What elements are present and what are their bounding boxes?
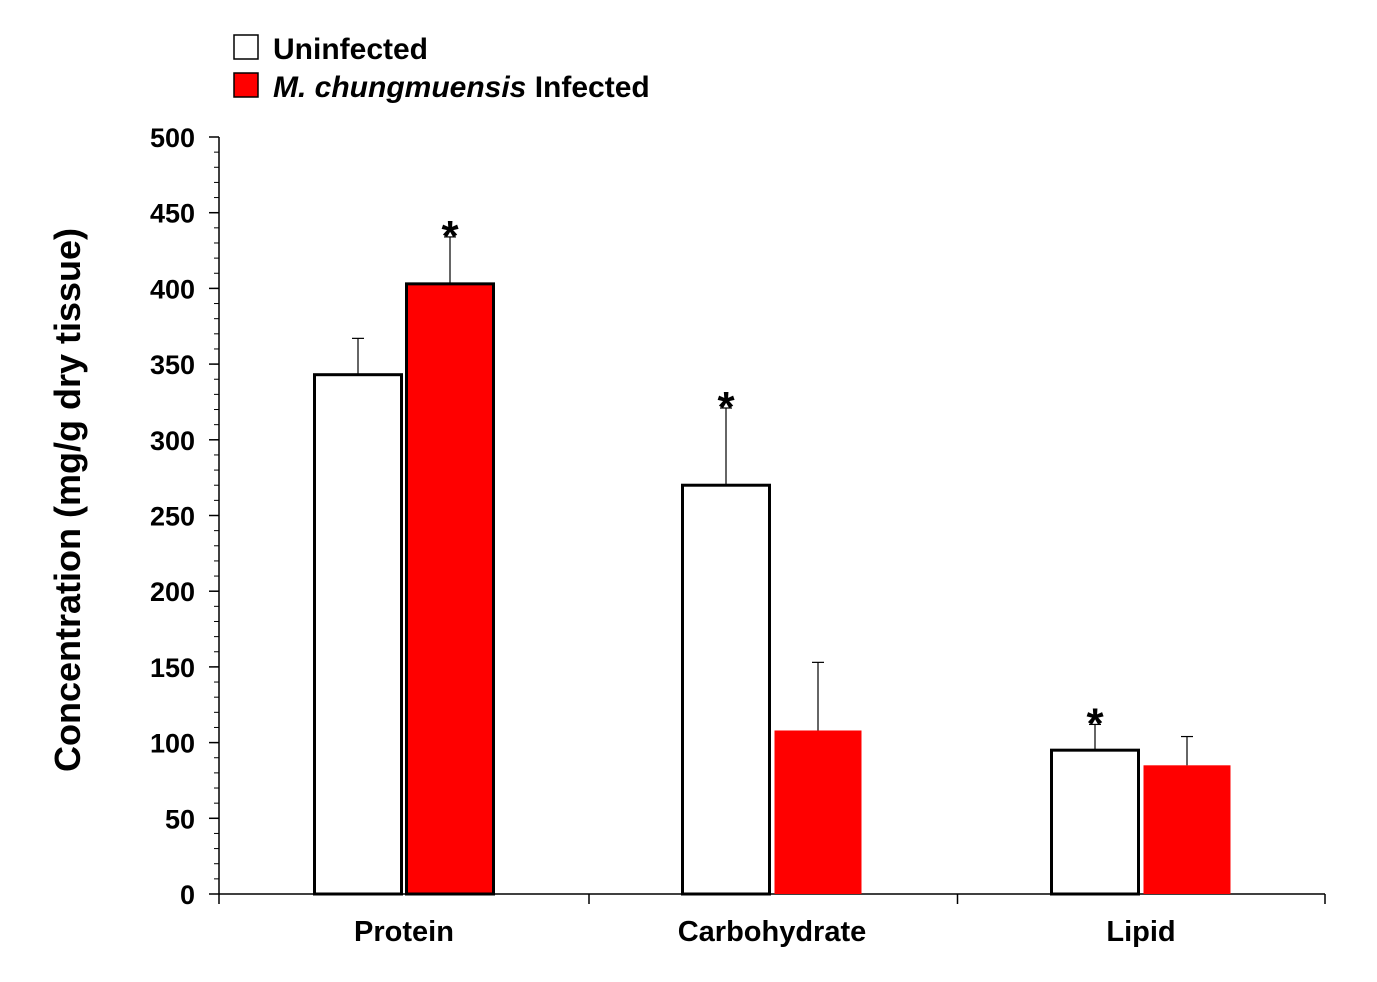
- x-tick-label: Carbohydrate: [678, 916, 867, 948]
- x-tick-label: Protein: [354, 916, 454, 948]
- error-bars: [352, 236, 1193, 766]
- bar-infected-carbohydrate: [774, 730, 862, 894]
- bar-uninfected-carbohydrate: [681, 483, 771, 896]
- y-tick-label: 150: [150, 653, 195, 683]
- y-tick-label: 0: [180, 880, 195, 910]
- y-tick-label: 200: [150, 577, 195, 607]
- bar-uninfected-lipid: [1050, 748, 1140, 896]
- y-tick-label: 100: [150, 729, 195, 759]
- y-axis-label: Concentration (mg/g dry tissue): [47, 228, 88, 772]
- y-tick-label: 250: [150, 502, 195, 532]
- bars: [313, 282, 1231, 896]
- y-tick-label: 350: [150, 350, 195, 380]
- significance-marks: * * *: [441, 212, 1104, 749]
- legend-swatch: [233, 34, 259, 60]
- axes: 0 50 100 150 200 250 300 350 400 450 500 Protein Car…: [150, 123, 1326, 948]
- significance-asterisk: *: [1086, 699, 1104, 748]
- legend-swatch: [233, 72, 259, 98]
- y-tick-label: 450: [150, 199, 195, 229]
- y-tick-label: 50: [165, 804, 195, 834]
- x-tick-label: Lipid: [1106, 916, 1175, 948]
- significance-asterisk: *: [441, 212, 459, 261]
- legend-label: Uninfected: [273, 33, 428, 66]
- legend: Uninfected M. chungmuensis Infected: [233, 33, 650, 104]
- bar-infected-lipid: [1143, 765, 1231, 894]
- legend-label: M. chungmuensis Infected: [273, 71, 650, 104]
- bar-uninfected-protein: [313, 373, 403, 896]
- bar-infected-protein: [405, 282, 495, 896]
- y-tick-label: 300: [150, 426, 195, 456]
- y-tick-label: 500: [150, 123, 195, 153]
- significance-asterisk: *: [717, 383, 735, 432]
- y-tick-label: 400: [150, 274, 195, 304]
